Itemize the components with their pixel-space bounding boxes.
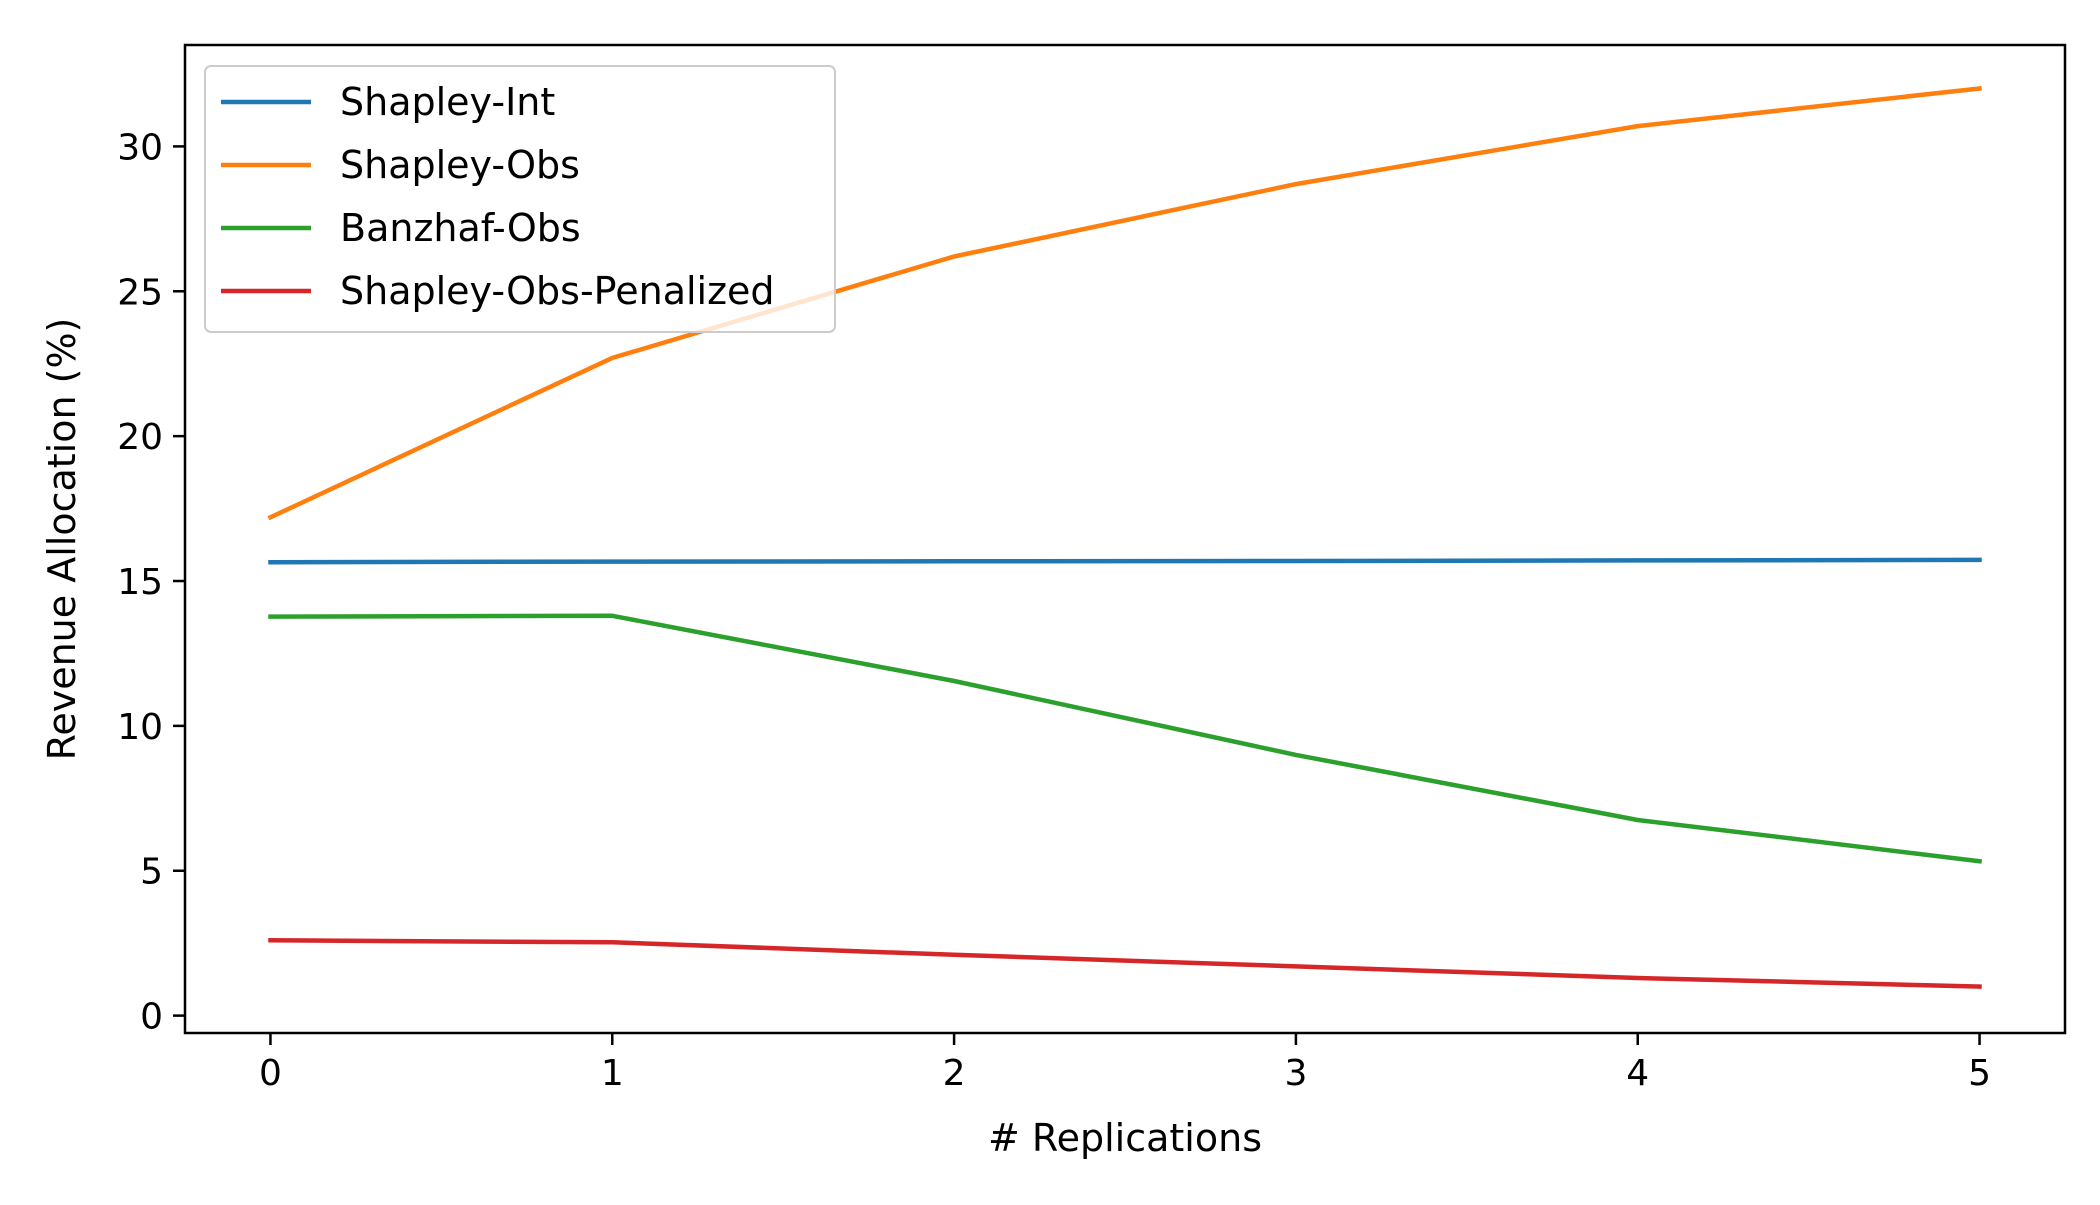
x-axis-ticks: 0 1 2 3 4 5 — [259, 1033, 1991, 1094]
legend: Shapley-Int Shapley-Obs Banzhaf-Obs Shapley… — [204, 65, 836, 333]
plot-lines — [267, 86, 1983, 989]
y-tick-label: 5 — [140, 852, 163, 893]
y-tick-label: 25 — [117, 272, 163, 313]
x-tick-label: 3 — [1284, 1053, 1307, 1094]
x-tick-label: 2 — [943, 1053, 966, 1094]
legend-box — [204, 65, 836, 333]
series-line-shapley-obs-penalized — [268, 938, 1982, 989]
legend-label: Banzhaf-Obs — [340, 206, 581, 250]
x-tick-label: 5 — [1968, 1053, 1991, 1094]
series-line-banzhaf-obs — [268, 613, 1983, 864]
series-line-shapley-int — [268, 557, 1982, 565]
y-tick-label: 15 — [117, 562, 163, 603]
series-line-shapley-obs — [267, 86, 1982, 521]
plot-area-frame — [183, 43, 2067, 1035]
x-tick-label: 0 — [259, 1053, 282, 1094]
legend-label: Shapley-Obs — [340, 143, 580, 187]
y-axis-ticks: 0 5 10 15 20 25 30 — [117, 127, 185, 1038]
y-tick-label: 10 — [117, 707, 163, 748]
y-tick-label: 30 — [117, 127, 163, 168]
x-tick-label: 1 — [601, 1053, 624, 1094]
y-axis-label: Revenue Allocation (%) — [40, 318, 84, 761]
y-tick-label: 0 — [140, 997, 163, 1038]
y-tick-label: 20 — [117, 417, 163, 458]
legend-label: Shapley-Obs-Penalized — [340, 269, 775, 313]
legend-label: Shapley-Int — [340, 80, 555, 124]
x-axis-label: # Replications — [988, 1116, 1262, 1160]
x-tick-label: 4 — [1626, 1053, 1649, 1094]
